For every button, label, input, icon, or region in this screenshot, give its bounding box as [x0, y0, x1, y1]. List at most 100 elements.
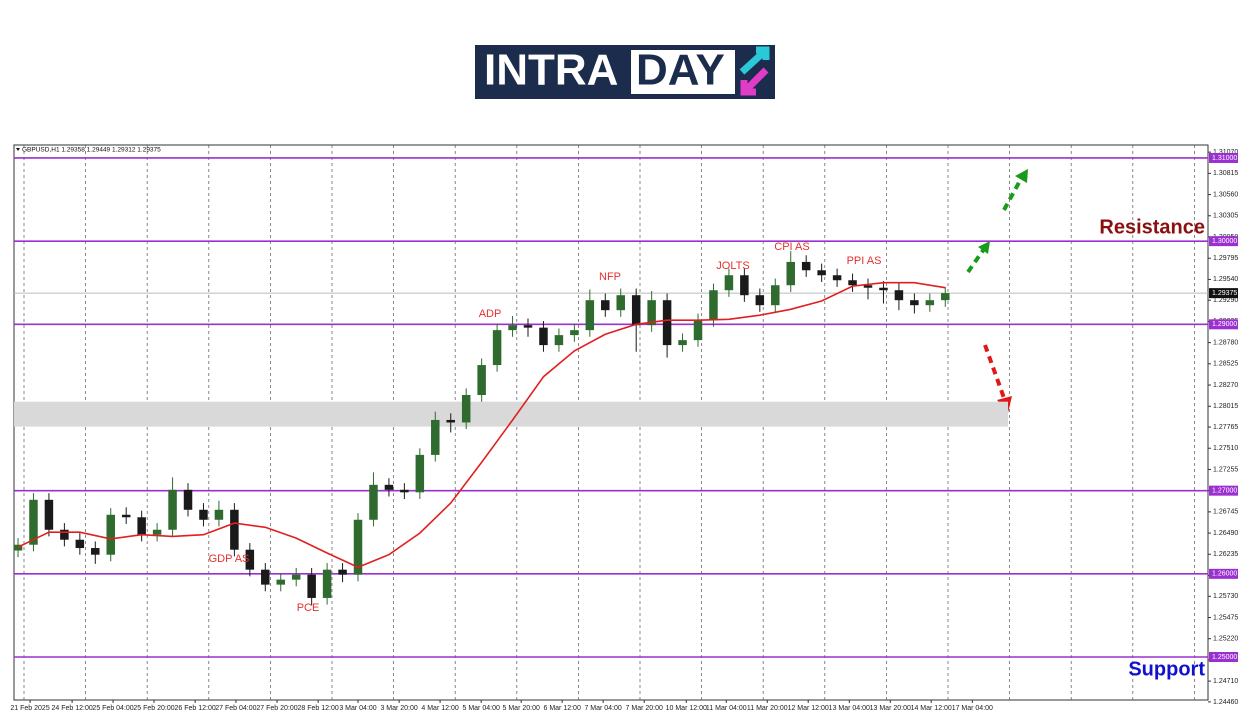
candle-body: [44, 499, 54, 530]
level-badge: [1209, 568, 1238, 579]
candle-body: [554, 335, 564, 346]
y-tick-label: 1.29795: [1213, 255, 1238, 262]
candle-body: [307, 574, 316, 598]
x-tick-label: 14 Mar 12:00: [911, 705, 952, 712]
candle-body: [941, 293, 950, 301]
level-label: 1.25000: [1212, 654, 1237, 661]
logo-left: INTRA: [484, 46, 618, 95]
x-tick-label: 17 Mar 04:00: [952, 705, 993, 712]
x-tick-label: 28 Feb 12:00: [298, 705, 339, 712]
x-tick-label: 13 Mar 20:00: [870, 705, 911, 712]
candle-body: [601, 300, 610, 311]
candle-body: [461, 395, 471, 423]
level-badge: [1209, 236, 1238, 247]
arrow-up-2: [1002, 176, 1024, 211]
candle-body: [106, 514, 115, 555]
candle-body: [446, 419, 455, 423]
candle-body: [477, 365, 486, 396]
chart-subtitle: GBPUSD,H1 1.29358 1.29449 1.29312 1.2937…: [22, 147, 161, 154]
y-tick-label: 1.26235: [1213, 551, 1238, 558]
x-tick-label: 3 Mar 20:00: [380, 705, 417, 712]
y-tick-label: 1.31070: [1213, 149, 1238, 156]
candle-body: [523, 325, 533, 328]
y-tick-label: 1.28270: [1213, 382, 1238, 389]
level-badge: [1209, 485, 1238, 496]
candle-body: [121, 514, 131, 518]
x-tick-label: 25 Feb 04:00: [92, 705, 133, 712]
logo-arrow-up: [739, 46, 770, 75]
candle-body: [369, 484, 378, 520]
candle-body: [338, 569, 347, 575]
annotation: PCE: [297, 602, 320, 614]
y-tick-label: 1.25730: [1213, 593, 1238, 600]
candle-body: [817, 270, 826, 276]
candle-body: [261, 569, 270, 585]
x-tick-label: 26 Feb 12:00: [174, 705, 215, 712]
candle-body: [539, 327, 548, 346]
level-label: 1.27000: [1212, 488, 1237, 495]
logo-box: [631, 50, 735, 94]
candle-body: [585, 300, 595, 331]
candle-body: [925, 300, 935, 306]
candle-body: [91, 548, 100, 555]
candle-body: [662, 300, 672, 346]
candle-body: [152, 529, 162, 535]
candle-body: [137, 517, 146, 535]
x-tick-label: 11 Mar 04:00: [706, 705, 747, 712]
candle-body: [322, 569, 332, 598]
candle-body: [724, 275, 734, 291]
candle-body: [245, 549, 255, 570]
logo-arrow-down: [740, 67, 769, 96]
candle-body: [276, 579, 285, 585]
candle-body: [291, 574, 301, 580]
candle-body: [678, 340, 687, 346]
y-tick-label: 1.26490: [1213, 530, 1238, 537]
y-tick-label: 1.30560: [1213, 191, 1238, 198]
candle-body: [353, 519, 363, 575]
candle-body: [168, 489, 177, 530]
candle-body: [755, 295, 765, 306]
x-tick-label: 27 Feb 20:00: [256, 705, 297, 712]
y-tick-label: 1.25220: [1213, 636, 1238, 643]
x-tick-label: 4 Mar 12:00: [421, 705, 458, 712]
level-badge: [1209, 652, 1238, 663]
candle-body: [13, 544, 23, 551]
candle-body: [879, 287, 888, 291]
candle-body: [693, 320, 703, 341]
arrow-head: [1015, 169, 1028, 183]
y-tick-label: 1.29290: [1213, 297, 1238, 304]
level-label: 1.31000: [1212, 155, 1237, 162]
candle-body: [183, 489, 193, 510]
y-tick-label: 1.27255: [1213, 466, 1238, 473]
x-tick-label: 3 Mar 04:00: [339, 705, 376, 712]
candle-body: [415, 454, 425, 493]
moving-average: [17, 281, 946, 569]
candle-body: [616, 295, 625, 311]
candle-body: [199, 509, 208, 520]
y-tick-label: 1.24460: [1213, 699, 1238, 706]
y-tick-label: 1.30305: [1213, 213, 1238, 220]
y-tick-label: 1.27510: [1213, 445, 1238, 452]
x-tick-label: 10 Mar 12:00: [666, 705, 707, 712]
y-tick-label: 1.30815: [1213, 170, 1238, 177]
x-tick-label: 12 Mar 12:00: [788, 705, 829, 712]
menu-triangle: [16, 148, 20, 151]
resistance-label: Resistance: [1099, 216, 1205, 238]
candle-body: [631, 295, 641, 326]
x-tick-label: 27 Feb 04:00: [215, 705, 256, 712]
y-tick-label: 1.25475: [1213, 614, 1238, 621]
annotation: PPI AS: [847, 255, 882, 267]
y-tick-label: 1.24710: [1213, 678, 1238, 685]
annotation: GDP AS: [209, 553, 250, 565]
support-label: Support: [1128, 658, 1205, 680]
logo-right: DAY: [636, 46, 725, 95]
arrows: [966, 169, 1028, 413]
level-badge: [1209, 319, 1238, 330]
level-badge: [1209, 152, 1238, 163]
annotation: ADP: [479, 308, 502, 320]
current-price-badge: [1209, 288, 1238, 299]
candle-body: [740, 275, 749, 296]
x-tick-label: 11 Mar 20:00: [747, 705, 788, 712]
candle-body: [384, 484, 394, 490]
